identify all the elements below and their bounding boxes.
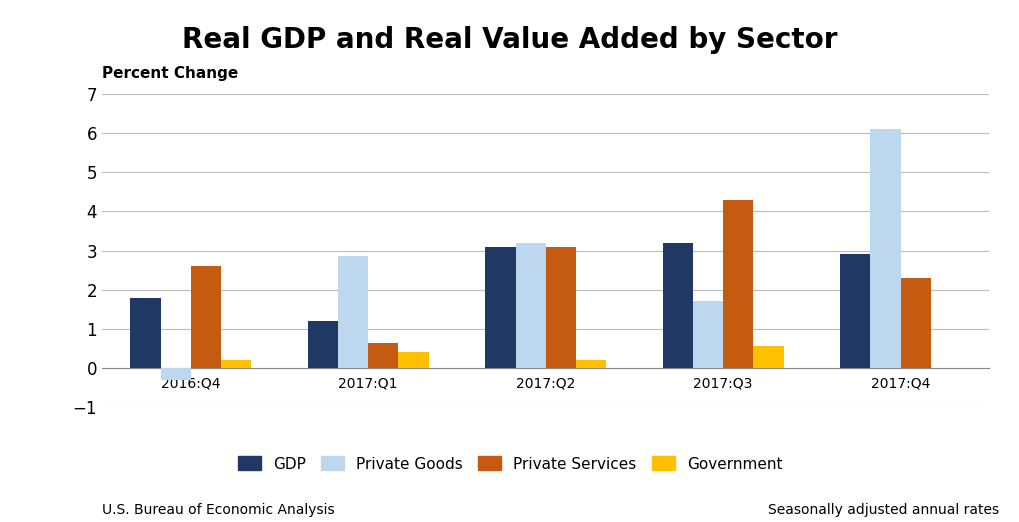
Bar <box>515 243 545 368</box>
Bar <box>221 360 251 368</box>
Bar <box>337 256 368 368</box>
Bar <box>545 247 576 368</box>
Bar <box>398 352 428 368</box>
Bar <box>722 200 753 368</box>
Bar <box>840 255 869 368</box>
Legend: GDP, Private Goods, Private Services, Government: GDP, Private Goods, Private Services, Go… <box>231 450 788 478</box>
Text: Percent Change: Percent Change <box>102 66 238 81</box>
Bar <box>869 129 900 368</box>
Bar <box>130 298 160 368</box>
Text: Seasonally adjusted annual rates: Seasonally adjusted annual rates <box>767 503 999 517</box>
Bar <box>900 278 930 368</box>
Bar <box>308 321 337 368</box>
Bar <box>576 360 605 368</box>
Text: U.S. Bureau of Economic Analysis: U.S. Bureau of Economic Analysis <box>102 503 334 517</box>
Text: Real GDP and Real Value Added by Sector: Real GDP and Real Value Added by Sector <box>182 26 837 54</box>
Bar <box>160 368 191 380</box>
Bar <box>662 243 692 368</box>
Bar <box>368 342 398 368</box>
Bar <box>692 302 722 368</box>
Bar <box>191 266 221 368</box>
Bar <box>753 347 783 368</box>
Bar <box>485 247 515 368</box>
